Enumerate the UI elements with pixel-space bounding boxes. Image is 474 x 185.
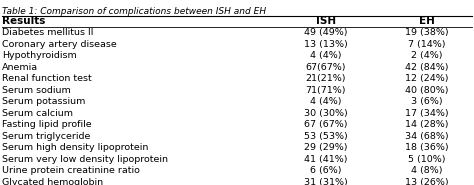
- Text: 19 (38%): 19 (38%): [405, 28, 448, 37]
- Text: 12 (24%): 12 (24%): [405, 74, 448, 83]
- Text: 2 (4%): 2 (4%): [411, 51, 442, 60]
- Text: 5 (10%): 5 (10%): [408, 155, 446, 164]
- Text: Glycated hemoglobin: Glycated hemoglobin: [2, 178, 103, 185]
- Text: 14 (28%): 14 (28%): [405, 120, 448, 129]
- Text: EH: EH: [419, 16, 435, 26]
- Text: Results: Results: [2, 16, 46, 26]
- Text: 7 (14%): 7 (14%): [408, 40, 446, 49]
- Text: 18 (36%): 18 (36%): [405, 143, 448, 152]
- Text: Fasting lipid profile: Fasting lipid profile: [2, 120, 92, 129]
- Text: 4 (4%): 4 (4%): [310, 51, 342, 60]
- Text: 13 (13%): 13 (13%): [304, 40, 348, 49]
- Text: 17 (34%): 17 (34%): [405, 109, 448, 118]
- Text: 29 (29%): 29 (29%): [304, 143, 347, 152]
- Text: Table 1: Comparison of complications between ISH and EH: Table 1: Comparison of complications bet…: [2, 7, 266, 16]
- Text: Serum calcium: Serum calcium: [2, 109, 73, 118]
- Text: 6 (6%): 6 (6%): [310, 166, 342, 175]
- Text: 71(71%): 71(71%): [306, 86, 346, 95]
- Text: Hypothyroidism: Hypothyroidism: [2, 51, 77, 60]
- Text: 3 (6%): 3 (6%): [411, 97, 442, 106]
- Text: 4 (8%): 4 (8%): [411, 166, 442, 175]
- Text: 49 (49%): 49 (49%): [304, 28, 347, 37]
- Text: Serum high density lipoprotein: Serum high density lipoprotein: [2, 143, 149, 152]
- Text: 67 (67%): 67 (67%): [304, 120, 347, 129]
- Text: 53 (53%): 53 (53%): [304, 132, 348, 141]
- Text: Serum sodium: Serum sodium: [2, 86, 71, 95]
- Text: Serum potassium: Serum potassium: [2, 97, 86, 106]
- Text: 67(67%): 67(67%): [306, 63, 346, 72]
- Text: 40 (80%): 40 (80%): [405, 86, 448, 95]
- Text: Anemia: Anemia: [2, 63, 38, 72]
- Text: 42 (84%): 42 (84%): [405, 63, 448, 72]
- Text: Coronary artery disease: Coronary artery disease: [2, 40, 117, 49]
- Text: Renal function test: Renal function test: [2, 74, 92, 83]
- Text: Serum triglyceride: Serum triglyceride: [2, 132, 91, 141]
- Text: Urine protein creatinine ratio: Urine protein creatinine ratio: [2, 166, 140, 175]
- Text: 4 (4%): 4 (4%): [310, 97, 342, 106]
- Text: 30 (30%): 30 (30%): [304, 109, 348, 118]
- Text: 13 (26%): 13 (26%): [405, 178, 448, 185]
- Text: 21(21%): 21(21%): [306, 74, 346, 83]
- Text: ISH: ISH: [316, 16, 336, 26]
- Text: 31 (31%): 31 (31%): [304, 178, 348, 185]
- Text: 41 (41%): 41 (41%): [304, 155, 347, 164]
- Text: 34 (68%): 34 (68%): [405, 132, 448, 141]
- Text: Diabetes mellitus II: Diabetes mellitus II: [2, 28, 94, 37]
- Text: Serum very low density lipoprotein: Serum very low density lipoprotein: [2, 155, 168, 164]
